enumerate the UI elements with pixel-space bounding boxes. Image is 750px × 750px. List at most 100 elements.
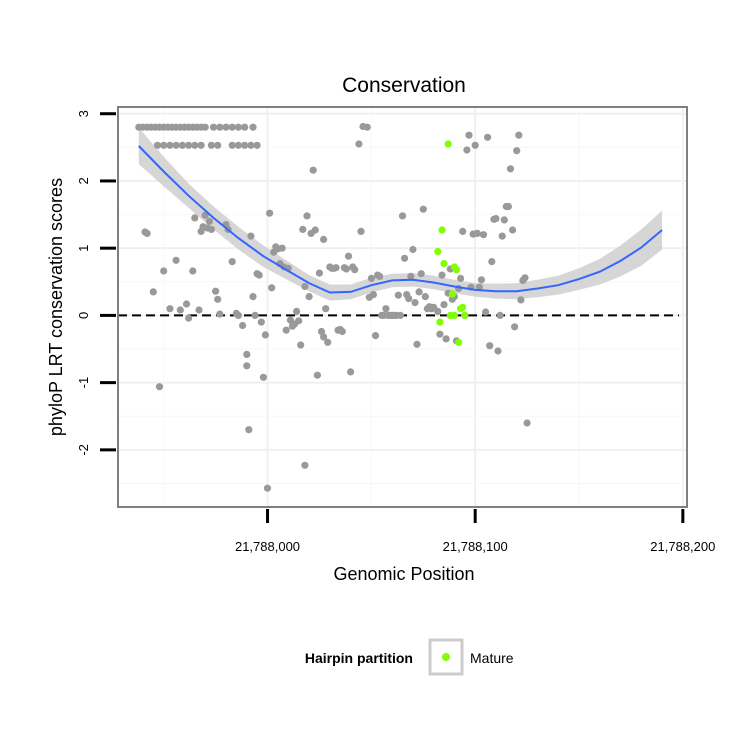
- x-tick-label-2: 21,788,200: [650, 539, 715, 554]
- point-other-106: [320, 333, 328, 341]
- point-other-147: [407, 272, 415, 280]
- point-other-141: [394, 291, 402, 299]
- point-other-163: [442, 335, 450, 343]
- point-other-170: [457, 274, 465, 282]
- point-mature-6: [450, 311, 458, 319]
- point-other-129: [369, 291, 377, 299]
- point-other-30: [191, 141, 199, 149]
- point-other-193: [504, 202, 512, 211]
- point-other-50: [191, 214, 199, 222]
- point-other-57: [207, 225, 215, 233]
- point-other-162: [440, 301, 448, 309]
- legend-swatch-mature: [442, 653, 450, 661]
- point-mature-13: [450, 263, 458, 271]
- point-other-116: [338, 327, 346, 336]
- point-other-190: [498, 232, 506, 240]
- point-other-198: [515, 131, 523, 139]
- point-other-202: [523, 419, 531, 427]
- point-other-152: [417, 270, 425, 278]
- y-tick-label-2: 0: [76, 312, 91, 319]
- point-other-103: [313, 371, 321, 379]
- point-other-174: [465, 131, 473, 139]
- y-axis: -2 -1 0 1 2 3: [76, 110, 116, 456]
- point-mature-10: [459, 303, 467, 311]
- point-other-180: [477, 276, 485, 284]
- point-mature-5: [448, 290, 456, 298]
- point-other-113: [332, 264, 340, 272]
- panel-background: [118, 107, 687, 507]
- point-other-179: [475, 283, 483, 291]
- point-other-48: [185, 314, 193, 322]
- point-other-56: [205, 217, 213, 225]
- point-mature-0: [434, 247, 442, 256]
- point-other-36: [241, 141, 249, 149]
- point-other-102: [311, 226, 319, 234]
- point-other-124: [357, 227, 365, 235]
- point-other-132: [376, 272, 384, 280]
- point-mature-11: [461, 311, 469, 319]
- point-other-150: [413, 340, 421, 348]
- y-tick-label-5: 3: [76, 110, 91, 117]
- y-axis-title: phyloP LRT conservation scores: [46, 178, 66, 436]
- confidence-band: [138, 127, 663, 301]
- point-other-40: [143, 229, 151, 237]
- point-other-17: [209, 123, 218, 131]
- point-other-28: [178, 141, 186, 149]
- point-other-199: [517, 296, 525, 304]
- point-other-107: [320, 235, 328, 243]
- point-other-196: [510, 323, 519, 331]
- point-other-101: [309, 166, 317, 174]
- smooth-trend-line: [138, 145, 663, 294]
- point-other-144: [401, 254, 409, 262]
- smooth-line: [138, 145, 663, 294]
- plot-panel: [117, 106, 688, 508]
- point-other-126: [363, 123, 371, 131]
- point-other-128: [367, 274, 375, 282]
- point-other-79: [266, 209, 274, 217]
- point-other-49: [189, 267, 197, 275]
- point-other-92: [293, 307, 301, 315]
- point-other-45: [172, 256, 180, 264]
- point-other-47: [182, 300, 191, 308]
- point-other-201: [521, 274, 529, 282]
- point-other-46: [176, 306, 184, 314]
- point-other-98: [303, 212, 311, 220]
- point-other-70: [247, 232, 255, 240]
- point-other-97: [301, 461, 309, 469]
- point-other-184: [486, 342, 494, 350]
- point-other-68: [243, 362, 251, 370]
- point-other-37: [247, 141, 255, 149]
- point-other-58: [212, 287, 220, 295]
- point-other-93: [295, 317, 303, 325]
- point-other-130: [371, 332, 380, 340]
- point-other-95: [299, 225, 307, 233]
- point-other-177: [471, 141, 479, 149]
- legend-title: Hairpin partition: [305, 650, 413, 666]
- series-other-points: [135, 122, 531, 492]
- point-other-25: [160, 141, 168, 149]
- point-other-195: [508, 226, 517, 234]
- point-other-32: [207, 141, 215, 149]
- point-other-19: [222, 123, 230, 131]
- point-other-38: [253, 141, 261, 149]
- point-other-161: [438, 271, 446, 279]
- point-other-104: [315, 269, 323, 277]
- y-tick-label-0: -2: [76, 444, 91, 456]
- point-other-171: [459, 227, 467, 235]
- point-other-65: [234, 311, 242, 319]
- point-other-119: [344, 252, 353, 260]
- point-other-120: [347, 368, 355, 376]
- x-axis-title: Genomic Position: [333, 564, 474, 584]
- point-other-67: [243, 350, 251, 358]
- panel-border: [117, 106, 688, 508]
- point-other-183: [484, 133, 492, 141]
- point-other-194: [506, 165, 515, 173]
- point-other-78: [263, 484, 272, 492]
- point-other-42: [155, 383, 164, 391]
- point-other-44: [166, 305, 174, 313]
- point-other-23: [249, 123, 257, 131]
- point-other-148: [409, 245, 417, 254]
- point-other-173: [463, 146, 471, 154]
- point-other-20: [228, 123, 236, 131]
